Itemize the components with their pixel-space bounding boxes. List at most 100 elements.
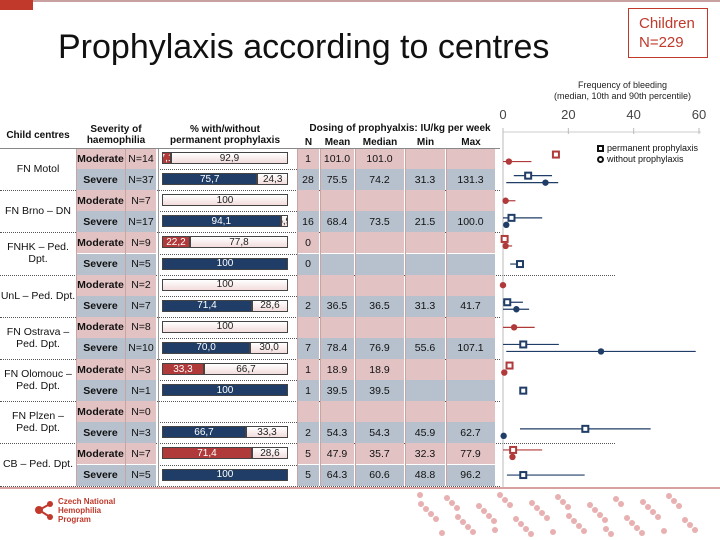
decorative-dot — [640, 499, 646, 505]
dosing-dn: 5 — [297, 464, 319, 486]
dosing-dn: 2 — [297, 295, 319, 317]
decorative-dot — [687, 522, 693, 528]
with-prophylaxis-segment: 75,7 — [162, 173, 258, 186]
severity-label: Severe — [76, 464, 125, 486]
header-dosing: Dosing of prophyalxis: IU/kg per week — [309, 123, 491, 134]
children-count-badge: Children N=229 — [628, 8, 708, 58]
perm-median-marker — [581, 424, 590, 433]
decorative-dot — [470, 529, 476, 535]
dosing-dn: 2 — [297, 422, 319, 444]
x-tick-label: 40 — [626, 107, 640, 122]
with-prophylaxis-segment: 100 — [162, 257, 288, 270]
without-prophylaxis-segment: 30,0 — [250, 341, 288, 354]
dosing-mean: 54.3 — [320, 422, 354, 444]
dosing-dn: 1 — [297, 380, 319, 402]
column-divider — [405, 148, 406, 486]
prophylaxis-bar: 100 — [162, 257, 288, 270]
dosing-dn: 0 — [297, 232, 319, 254]
decorative-dot — [491, 518, 497, 524]
patient-count: N=14 — [126, 148, 156, 169]
dosing-max: 96.2 — [446, 464, 495, 486]
decorative-dot — [666, 493, 672, 499]
dosing-min — [405, 190, 445, 212]
logo-line3: Program — [58, 515, 91, 524]
dosing-median — [355, 274, 404, 296]
perm-median-marker — [551, 150, 560, 159]
header-severity-line1: Severity of — [90, 124, 142, 135]
prophylaxis-bar: 94,15,9 — [162, 215, 288, 228]
header-n: N — [304, 137, 313, 148]
decorative-dot — [492, 527, 498, 533]
patient-count: N=3 — [126, 359, 156, 380]
dosing-median — [355, 190, 404, 212]
decorative-dot — [428, 511, 434, 517]
prophylaxis-bar: 66,7 33,3 — [162, 426, 288, 439]
square-marker-icon — [597, 145, 604, 152]
dosing-max — [446, 253, 495, 275]
dosing-min — [405, 274, 445, 296]
perm-median-marker — [519, 386, 528, 395]
perm-median-marker — [515, 260, 524, 269]
without-median-marker — [503, 221, 510, 229]
decorative-dot — [418, 501, 424, 507]
decorative-dot — [439, 530, 445, 536]
severity-label: Severe — [76, 295, 125, 317]
row-separator — [160, 337, 297, 339]
patient-count: N=0 — [126, 401, 156, 423]
without-median-marker — [499, 281, 507, 289]
dosing-median: 39.5 — [355, 380, 404, 402]
dosing-min: 48.8 — [405, 464, 445, 486]
centre-name: FN Brno – DN — [5, 205, 71, 218]
decorative-dot — [602, 517, 608, 523]
centre-name: FN Plzen – Ped. Dpt. — [12, 410, 64, 435]
dosing-min — [405, 253, 445, 275]
without-median-marker — [513, 306, 520, 313]
without-prophylaxis-segment: 92,9 — [170, 152, 288, 164]
top-border — [0, 0, 720, 2]
patient-count: N=7 — [126, 295, 156, 317]
dosing-max: 41.7 — [446, 295, 495, 317]
decorative-dot — [417, 492, 423, 498]
prophylaxis-bar: 7,192,9 — [162, 152, 288, 164]
decorative-dot — [449, 500, 455, 506]
bar-axis — [158, 148, 159, 486]
decorative-dot — [444, 495, 450, 501]
with-prophylaxis-segment: 71,4 — [162, 447, 252, 460]
decorative-dot — [497, 492, 503, 498]
patient-count: N=7 — [126, 190, 156, 212]
decorative-dot — [603, 526, 609, 532]
legend-without: without prophylaxis — [597, 154, 698, 165]
dosing-max — [446, 274, 495, 296]
without-median-marker — [505, 158, 513, 165]
prophylaxis-bar: 100 — [162, 384, 288, 397]
with-prophylaxis-segment: 100 — [162, 384, 288, 397]
perm-median-marker — [503, 298, 512, 307]
dosing-max — [446, 232, 495, 254]
prophylaxis-bar: 75,7 24,3 — [162, 173, 288, 186]
perm-median-marker — [505, 361, 514, 370]
prophylaxis-bar: 33,3 66,7 — [162, 363, 288, 375]
decorative-dot — [629, 520, 635, 526]
header-separator — [0, 148, 500, 149]
legend-permanent-label: permanent prophylaxis — [607, 143, 699, 153]
centre-name: FN Ostrava – Ped. Dpt. — [6, 325, 70, 350]
row-separator — [160, 380, 297, 382]
dosing-min — [405, 380, 445, 402]
dosing-dn: 0 — [297, 253, 319, 275]
without-prophylaxis-segment: 28,6 — [251, 447, 288, 460]
dosing-max: 77.9 — [446, 443, 495, 465]
decorative-dot — [608, 531, 614, 537]
header-max: Max — [461, 137, 481, 148]
severity-label: Moderate — [76, 443, 125, 465]
chart-legend: permanent prophylaxis without prophylaxi… — [597, 143, 698, 165]
decorative-dot — [544, 515, 550, 521]
centre-separator — [0, 401, 500, 403]
column-divider — [297, 148, 298, 486]
dosing-min: 45.9 — [405, 422, 445, 444]
decorative-dot — [460, 519, 466, 525]
header-severity: Severity of haemophilia — [76, 124, 156, 146]
chart-title: Frequency of bleeding (median, 10th and 9… — [540, 80, 705, 102]
decorative-dot — [639, 530, 645, 536]
dosing-dn — [297, 316, 319, 338]
decorative-dot — [645, 504, 651, 510]
